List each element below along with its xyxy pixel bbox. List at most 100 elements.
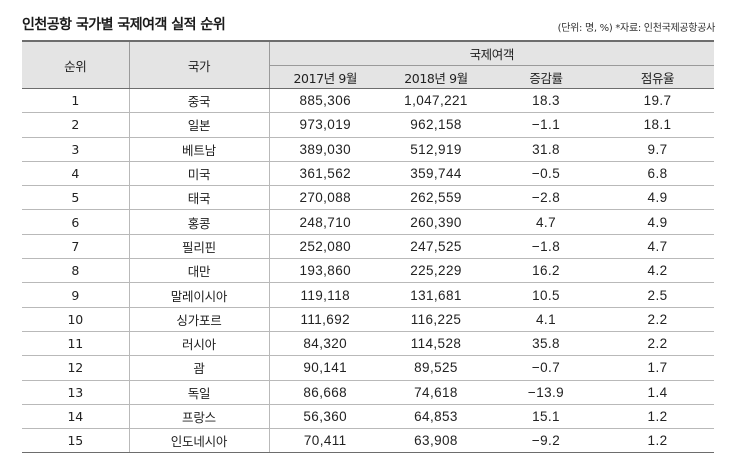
header-subrow: 2017년 9월 2018년 9월 증감률 점유율 (22, 65, 715, 89)
table-row: 8 대만 193,860 225,229 16.2 4.2 (22, 258, 715, 284)
table-row: 1 중국 885,306 1,047,221 18.3 19.7 (22, 88, 715, 114)
table-row: 14 프랑스 56,360 64,853 15.1 1.2 (22, 404, 715, 430)
cell-country: 싱가포르 (128, 307, 269, 332)
table-row: 4 미국 361,562 359,744 −0.5 6.8 (22, 161, 715, 187)
cell-share: 18.1 (601, 112, 715, 138)
page-title: 인천공항 국가별 국제여객 실적 순위 (22, 17, 226, 33)
cell-share: 4.9 (601, 185, 715, 211)
cell-share: 2.2 (601, 331, 715, 357)
cell-2017: 248,710 (268, 209, 381, 235)
cell-2017: 86,668 (268, 380, 381, 405)
cell-country: 러시아 (128, 331, 269, 357)
cell-2017: 973,019 (268, 112, 381, 138)
cell-2017: 119,118 (268, 282, 381, 308)
cell-change: −0.7 (491, 355, 601, 381)
cell-2018: 74,618 (381, 380, 491, 405)
cell-country: 중국 (128, 88, 269, 114)
cell-2018: 64,853 (381, 404, 491, 430)
cell-2017: 111,692 (268, 307, 381, 332)
cell-country: 인도네시아 (128, 428, 269, 454)
cell-2018: 359,744 (381, 161, 491, 187)
header-rank: 순위 (22, 41, 129, 89)
cell-change: −0.5 (491, 161, 601, 187)
cell-2018: 962,158 (381, 112, 491, 138)
header-share: 점유율 (601, 65, 715, 89)
table-row: 2 일본 973,019 962,158 −1.1 18.1 (22, 112, 715, 138)
cell-country: 필리핀 (128, 234, 269, 260)
table-row: 9 말레이시아 119,118 131,681 10.5 2.5 (22, 282, 715, 308)
table-row: 5 태국 270,088 262,559 −2.8 4.9 (22, 185, 715, 211)
table-row: 15 인도네시아 70,411 63,908 −9.2 1.2 (22, 428, 715, 454)
cell-rank: 14 (22, 404, 129, 430)
cell-share: 4.7 (601, 234, 715, 260)
cell-share: 4.9 (601, 209, 715, 235)
cell-2018: 63,908 (381, 428, 491, 454)
cell-2018: 262,559 (381, 185, 491, 211)
cell-rank: 1 (22, 88, 129, 114)
cell-2017: 885,306 (268, 88, 381, 114)
cell-change: 10.5 (491, 282, 601, 308)
cell-change: 31.8 (491, 137, 601, 162)
cell-rank: 2 (22, 112, 129, 138)
cell-2017: 361,562 (268, 161, 381, 187)
cell-2018: 1,047,221 (381, 88, 491, 114)
cell-country: 괌 (128, 355, 269, 381)
table-row: 11 러시아 84,320 114,528 35.8 2.2 (22, 331, 715, 357)
source-note: (단위: 명, %) *자료: 인천국제공항공사 (557, 23, 716, 34)
cell-change: 4.7 (491, 209, 601, 235)
cell-rank: 3 (22, 137, 129, 162)
cell-share: 19.7 (601, 88, 715, 114)
cell-change: −9.2 (491, 428, 601, 454)
cell-2017: 252,080 (268, 234, 381, 260)
cell-2017: 70,411 (268, 428, 381, 454)
cell-change: −1.8 (491, 234, 601, 260)
cell-share: 2.2 (601, 307, 715, 332)
cell-country: 홍콩 (128, 209, 269, 235)
cell-change: 35.8 (491, 331, 601, 357)
table-row: 3 베트남 389,030 512,919 31.8 9.7 (22, 137, 715, 162)
cell-change: −1.1 (491, 112, 601, 138)
cell-rank: 15 (22, 428, 129, 454)
cell-share: 1.7 (601, 355, 715, 381)
header-country: 국가 (128, 41, 269, 89)
cell-country: 베트남 (128, 137, 269, 162)
cell-rank: 4 (22, 161, 129, 187)
table-row: 6 홍콩 248,710 260,390 4.7 4.9 (22, 209, 715, 235)
cell-2018: 116,225 (381, 307, 491, 332)
cell-2017: 193,860 (268, 258, 381, 284)
cell-country: 프랑스 (128, 404, 269, 430)
cell-2018: 512,919 (381, 137, 491, 162)
cell-2017: 270,088 (268, 185, 381, 211)
cell-share: 9.7 (601, 137, 715, 162)
cell-country: 일본 (128, 112, 269, 138)
cell-change: 15.1 (491, 404, 601, 430)
cell-2018: 247,525 (381, 234, 491, 260)
cell-2017: 90,141 (268, 355, 381, 381)
cell-country: 말레이시아 (128, 282, 269, 308)
cell-2018: 260,390 (381, 209, 491, 235)
cell-change: 16.2 (491, 258, 601, 284)
table-row: 13 독일 86,668 74,618 −13.9 1.4 (22, 380, 715, 405)
cell-rank: 8 (22, 258, 129, 284)
cell-2017: 389,030 (268, 137, 381, 162)
cell-country: 미국 (128, 161, 269, 187)
passenger-ranking-table: 순위 국가 국제여객 2017년 9월 2018년 9월 증감률 점유율 1 중국… (22, 40, 715, 454)
cell-rank: 9 (22, 282, 129, 308)
header-group-passengers: 국제여객 (268, 41, 715, 66)
cell-share: 1.4 (601, 380, 715, 405)
cell-2018: 89,525 (381, 355, 491, 381)
cell-rank: 6 (22, 209, 129, 235)
header-2018: 2018년 9월 (381, 65, 491, 89)
table-row: 10 싱가포르 111,692 116,225 4.1 2.2 (22, 307, 715, 332)
cell-rank: 10 (22, 307, 129, 332)
cell-country: 태국 (128, 185, 269, 211)
cell-change: 18.3 (491, 88, 601, 114)
cell-rank: 7 (22, 234, 129, 260)
cell-change: −13.9 (491, 380, 601, 405)
cell-share: 1.2 (601, 428, 715, 454)
cell-country: 독일 (128, 380, 269, 405)
cell-2017: 84,320 (268, 331, 381, 357)
cell-rank: 5 (22, 185, 129, 211)
cell-change: −2.8 (491, 185, 601, 211)
cell-2018: 131,681 (381, 282, 491, 308)
